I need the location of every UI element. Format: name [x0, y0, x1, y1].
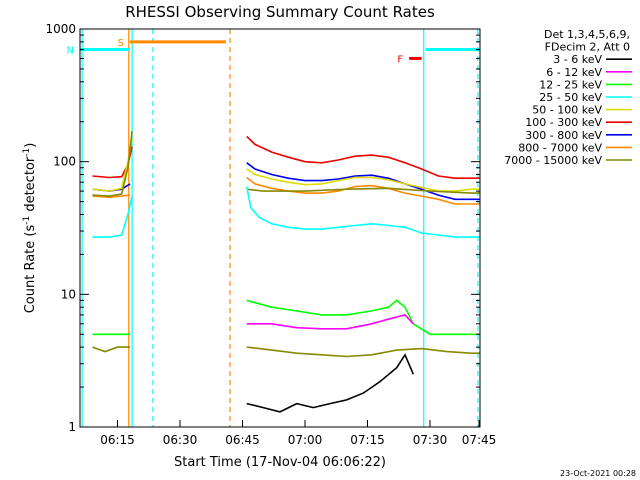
series-line-50-100-kev-3-1: [92, 138, 133, 192]
series-line-6-12-kev-8-1: [246, 314, 414, 330]
x-tick-label: 06:45: [225, 433, 260, 447]
legend-entry-label-3: 12 - 25 keV: [539, 78, 602, 91]
x-tick-label: 07:45: [462, 433, 497, 447]
legend-entry-label-1: 3 - 6 keV: [553, 53, 602, 66]
flag-bars: S N F: [67, 38, 480, 65]
legend-entry-label-8: 800 - 7000 keV: [518, 141, 602, 154]
chart-title: RHESSI Observing Summary Count Rates: [125, 3, 435, 21]
y-axis-label: Count Rate (s-1 detector-1): [22, 143, 38, 314]
series-line-3-6-kev-10-1: [246, 353, 415, 413]
x-tick-label: 07:15: [350, 433, 385, 447]
y-tick-label: 10: [61, 287, 76, 301]
x-tick-label: 07:30: [413, 433, 448, 447]
y-axis-ticks: 1 10 100 1000: [45, 22, 480, 434]
x-axis-label: Start Time (17-Nov-04 06:06:22): [174, 455, 386, 470]
series-line-800-7000-kev-4-1: [92, 194, 131, 199]
series-line-800-7000-kev-4-2: [246, 176, 480, 205]
series-line-7000-15000-kev-5-2: [246, 187, 480, 194]
y-tick-label: 1: [68, 420, 76, 434]
legend-entry-label-2: 6 - 12 keV: [546, 66, 602, 79]
y-axis-label-main: Count Rate (s: [23, 225, 38, 314]
series-line-25-50-kev-6-2: [245, 186, 480, 238]
legend-entry-label-4: 25 - 50 keV: [539, 91, 602, 104]
series-line-300-800-kev-2-2: [246, 162, 480, 201]
legend-entry-label-9: 7000 - 15000 keV: [504, 154, 602, 167]
legend-entry-label-6: 100 - 300 keV: [525, 116, 602, 129]
series-line-12-25-kev-7-2: [246, 299, 480, 336]
x-tick-label: 07:00: [288, 433, 323, 447]
plot-frame: [79, 28, 481, 428]
y-axis-label-mid: detector: [23, 156, 38, 216]
flag-label-F: F: [397, 54, 403, 65]
legend-header-1: Det 1,3,4,5,6,9,: [544, 28, 630, 41]
legend-entry-label-5: 50 - 100 keV: [532, 104, 602, 117]
flag-label-N: N: [67, 46, 74, 57]
series-line-50-100-kev-3-2: [246, 168, 480, 192]
y-axis-label-sup2: -1: [22, 148, 32, 157]
legend-entry-label-7: 300 - 800 keV: [525, 129, 602, 142]
legend: Det 1,3,4,5,6,9,FDecim 2, Att 03 - 6 keV…: [504, 28, 632, 167]
y-axis-label-end: ): [23, 143, 38, 148]
series-line-25-50-kev-6-1: [92, 195, 133, 238]
x-tick-label: 06:30: [163, 433, 198, 447]
x-tick-label: 06:15: [100, 433, 135, 447]
y-axis-label-sup1: -1: [22, 216, 32, 225]
footer-date: 23-Oct-2021 00:28: [560, 469, 636, 478]
series-line-100-300-kev-1-2: [246, 135, 480, 179]
series-line-7000-15000-kev-9-1: [92, 346, 130, 353]
legend-header-2: FDecim 2, Att 0: [545, 41, 630, 54]
x-axis-ticks: 06:15 06:30 06:45 07:00 07:15 07:30 07:45: [100, 420, 496, 447]
series-layer: [92, 131, 480, 413]
series-line-7000-15000-kev-5-1: [92, 131, 133, 197]
y-tick-label: 1000: [45, 22, 76, 36]
vertical-markers: [81, 29, 479, 427]
y-tick-label: 100: [53, 155, 76, 169]
flag-label-S: S: [118, 38, 124, 49]
series-line-7000-15000-kev-9-2: [246, 346, 480, 358]
